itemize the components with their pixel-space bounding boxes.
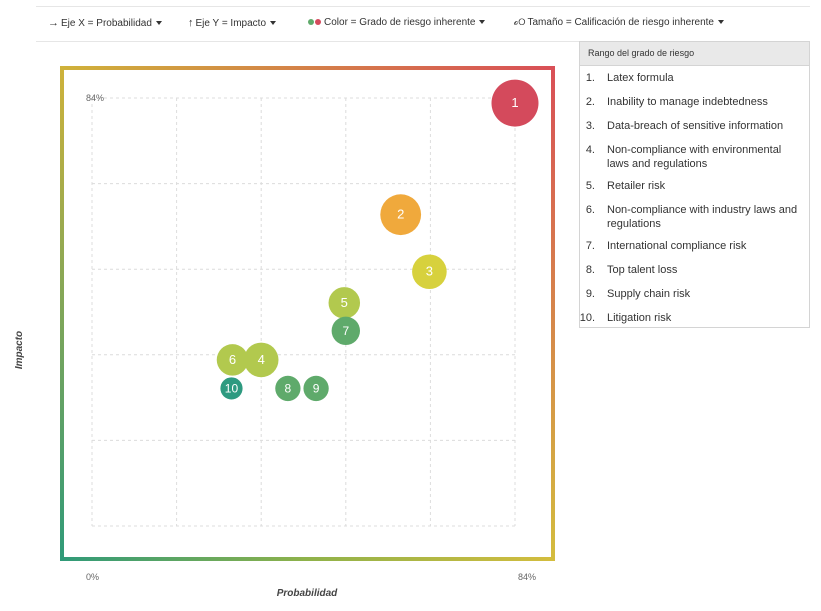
legend-item-number: 2. [585, 96, 595, 108]
risk-bubble-10[interactable]: 10 [220, 377, 243, 400]
risk-bubble-circle[interactable] [412, 254, 447, 290]
y-tick-label-max: 84% [86, 93, 104, 103]
bubble-size-icon: ℴ୦ [514, 17, 526, 28]
legend-item-number: 1. [585, 72, 595, 84]
color-dots-icon [308, 17, 324, 28]
risk-bubble-3[interactable]: 3 [412, 254, 447, 290]
x-tick-label-max: 84% [518, 572, 536, 582]
risk-bubble-circle[interactable] [216, 344, 249, 376]
legend-item-number: 10. [579, 312, 595, 324]
y-axis-selector-label: Eje Y = Impacto [195, 18, 267, 29]
size-selector-label: Tamaño = Calificación de riesgo inherent… [527, 17, 714, 28]
size-selector[interactable]: ℴ୦ Tamaño = Calificación de riesgo inhere… [514, 17, 724, 28]
legend-item-label: Litigation risk [607, 312, 672, 324]
x-axis-selector[interactable]: → Eje X = Probabilidad [48, 17, 162, 29]
risk-bubble-label: 9 [313, 381, 320, 395]
risk-bubble-label: 3 [426, 264, 433, 279]
chevron-down-icon [155, 21, 162, 26]
chevron-down-icon [270, 21, 277, 26]
color-selector[interactable]: Color = Grado de riesgo inherente [308, 17, 486, 28]
legend-item-label: Non-compliance with environmental laws a… [607, 144, 782, 170]
risk-bubble-9[interactable]: 9 [303, 375, 329, 402]
legend-item-number: 4. [585, 144, 595, 156]
risk-bubble-label: 2 [397, 207, 404, 222]
legend-item-label: Supply chain risk [607, 288, 691, 300]
risk-bubble-7[interactable]: 7 [331, 316, 360, 346]
risk-bubble-label: 7 [342, 324, 349, 338]
risk-gradient-frame [60, 66, 555, 561]
legend-item-number: 6. [585, 204, 595, 216]
risk-bubble-circle[interactable] [380, 194, 422, 236]
y-axis-selector[interactable]: ↑ Eje Y = Impacto [188, 17, 277, 29]
risk-bubble-circle[interactable] [243, 342, 279, 378]
risk-bubble-5[interactable]: 5 [328, 287, 361, 319]
legend-item-number: 7. [585, 240, 595, 252]
risk-bubble-circle[interactable] [275, 375, 301, 402]
risk-bubble-circle[interactable] [328, 287, 361, 319]
risk-bubble-label: 8 [285, 381, 292, 395]
legend-item-number: 8. [585, 264, 595, 276]
legend-item-label: Top talent loss [607, 264, 678, 276]
risk-bubble-circle[interactable] [331, 316, 360, 346]
arrow-right-icon: → [48, 17, 59, 29]
risk-bubble-circle[interactable] [220, 377, 243, 400]
x-axis-title: Probabilidad [277, 588, 338, 599]
risk-bubble-8[interactable]: 8 [275, 375, 301, 402]
legend-item-label: Non-compliance with industry laws and re… [607, 204, 798, 230]
chevron-down-icon [479, 20, 486, 25]
risk-bubble-circle[interactable] [491, 79, 539, 127]
chevron-down-icon [717, 20, 724, 25]
x-tick-label-min: 0% [86, 572, 99, 582]
legend-item-label: Data-breach of sensitive information [607, 120, 784, 132]
legend-title: Rango del grado de riesgo [580, 42, 809, 66]
chart-options-toolbar: → Eje X = Probabilidad ↑ Eje Y = Impacto C… [36, 6, 810, 42]
y-axis-title: Impacto [14, 331, 25, 369]
bubble-series: 1 2 3 4 5 6 7 8 9 10 [216, 79, 539, 402]
legend-item-label: Latex formula [607, 72, 674, 84]
legend-item-number: 9. [585, 288, 595, 300]
legend-item-label: International compliance risk [607, 240, 747, 252]
risk-bubble-label: 4 [258, 352, 265, 367]
risk-bubble-label: 6 [229, 352, 236, 367]
chart-grid [91, 97, 516, 527]
legend-item-label: Inability to manage indebtedness [607, 96, 768, 108]
risk-bubble-label: 10 [225, 381, 239, 395]
legend-item-label: Retailer risk [607, 180, 666, 192]
risk-legend-panel: Rango del grado de riesgo 1. Latex formul… [579, 41, 810, 328]
risk-bubble-label: 5 [341, 295, 348, 310]
risk-bubble-1[interactable]: 1 [491, 79, 539, 127]
legend-item-number: 3. [585, 120, 595, 132]
risk-bubble-label: 1 [511, 95, 518, 110]
risk-bubble-circle[interactable] [303, 375, 329, 402]
arrow-up-icon: ↑ [188, 17, 194, 29]
x-axis-selector-label: Eje X = Probabilidad [61, 18, 152, 29]
risk-bubble-6[interactable]: 6 [216, 344, 249, 376]
color-selector-label: Color = Grado de riesgo inherente [324, 17, 476, 28]
risk-bubble-2[interactable]: 2 [380, 194, 422, 236]
risk-bubble-4[interactable]: 4 [243, 342, 279, 378]
legend-item-number: 5. [585, 180, 595, 192]
